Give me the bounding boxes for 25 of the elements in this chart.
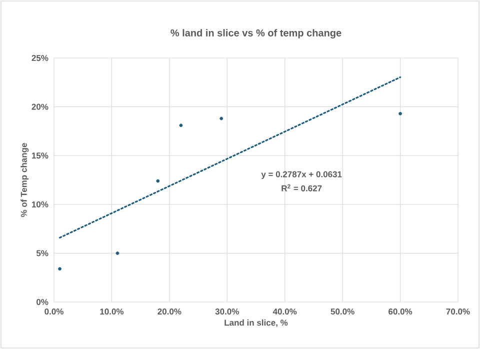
point <box>156 179 160 183</box>
y-tick-label: 10% <box>32 201 48 208</box>
y-tick-label: 0% <box>36 298 48 306</box>
x-tick-label: 50.0% <box>330 308 354 315</box>
y-tick-label: 20% <box>32 104 48 110</box>
point <box>58 267 62 271</box>
x-tick-label: 70.0% <box>446 308 470 315</box>
chart-title: % land in slice vs % of temp change <box>170 29 342 38</box>
y-tick-label: 25% <box>32 55 48 62</box>
point <box>398 112 402 116</box>
annotation: y = 0.2787x + 0.0631 <box>261 171 342 179</box>
x-tick-label: 30.0% <box>215 308 239 315</box>
y-tick-label: 5% <box>36 250 48 256</box>
point <box>116 252 120 255</box>
x-tick-label: 20.0% <box>158 308 182 315</box>
x-tick-label: 40.0% <box>272 308 297 315</box>
y-axis-title: % of Temp change <box>20 143 29 218</box>
y-tick-label: 15% <box>32 152 48 159</box>
x-tick-label: 60.0% <box>388 308 412 315</box>
x-tick-label: 0.0% <box>44 308 64 315</box>
x-tick-label: 10.0% <box>100 308 124 315</box>
point <box>179 124 183 128</box>
x-axis-title: Land in slice, % <box>224 319 288 327</box>
point <box>220 116 224 120</box>
annotation: R$^{2}$ = 0.627 <box>282 184 322 192</box>
